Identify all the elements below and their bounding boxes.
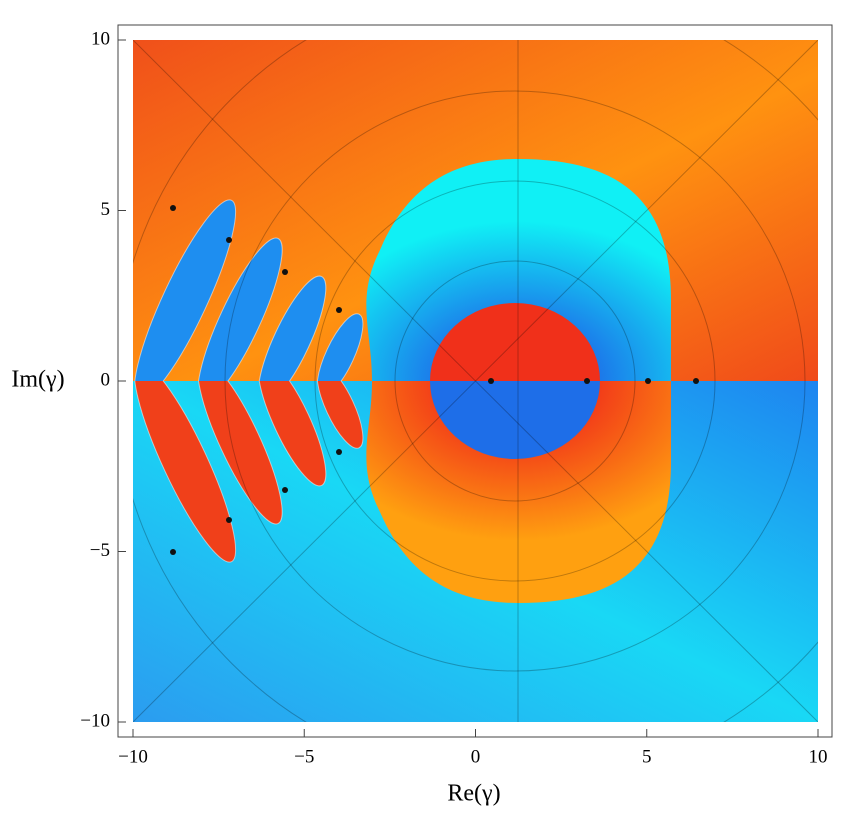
x-axis-label: Re(γ) [447, 781, 500, 807]
y-tick-label: 10 [91, 28, 110, 49]
y-tick-label: −10 [80, 710, 110, 731]
x-tick-label: −10 [118, 746, 148, 767]
x-tick-label: −5 [294, 746, 314, 767]
plot-image [133, 40, 818, 722]
y-axis-label: Im(γ) [11, 367, 64, 393]
y-tick-label: 5 [101, 199, 111, 220]
x-tick-label: 10 [809, 746, 828, 767]
x-tick-label: 5 [642, 746, 652, 767]
y-tick-label: −5 [90, 540, 110, 561]
x-tick-label: 0 [471, 746, 481, 767]
y-tick-label: 0 [101, 369, 111, 390]
